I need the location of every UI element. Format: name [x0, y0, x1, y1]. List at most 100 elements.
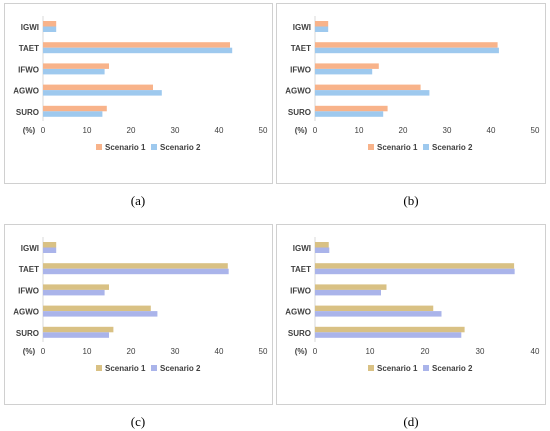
- legend-swatch-1: [368, 144, 374, 150]
- bar-igwi-series-2: [43, 247, 57, 253]
- legend-label-1: Scenario 1: [377, 143, 418, 152]
- bar-suro-series-2: [43, 111, 103, 117]
- x-tick-label-30: 30: [476, 347, 485, 356]
- chart-panel-b: IGWI TAET IFWO AGWO SURO (%) 0 10 20 30 40 50 Scenar…: [276, 3, 546, 184]
- x-tick-label-40: 40: [487, 126, 496, 135]
- x-tick-label-40: 40: [215, 347, 224, 356]
- legend-label-2: Scenario 2: [432, 364, 473, 373]
- category-label-igwi: IGWI: [293, 244, 311, 253]
- bar-taet-series-1: [315, 263, 515, 269]
- chart-d: IGWI TAET IFWO AGWO SURO (%) 0 10 20 30 40 Scenario…: [285, 237, 540, 373]
- bar-suro-series-2: [315, 332, 462, 338]
- bar-agwo-series-1: [43, 305, 151, 312]
- bar-igwi-series-1: [315, 21, 329, 27]
- chart-panel-c: IGWI TAET IFWO AGWO SURO (%) 0 10 20 30 40 50 Scenar…: [4, 224, 273, 405]
- x-tick-label-10: 10: [83, 347, 92, 356]
- bar-ifwo-series-2: [43, 289, 105, 296]
- x-tick-label-50: 50: [259, 126, 268, 135]
- bar-ifwo-series-1: [43, 63, 109, 69]
- legend-swatch-2: [423, 144, 429, 150]
- unit-label: (%): [23, 126, 36, 135]
- chart-c: IGWI TAET IFWO AGWO SURO (%) 0 10 20 30 40 50 Scenar…: [13, 237, 268, 373]
- bar-taet-series-2: [43, 47, 233, 54]
- legend-label-1: Scenario 1: [105, 364, 146, 373]
- bar-suro-series-1: [43, 105, 107, 112]
- bar-igwi-series-1: [315, 242, 329, 248]
- category-label-ifwo: IFWO: [290, 65, 311, 74]
- bar-ifwo-series-1: [315, 284, 387, 290]
- bar-suro-series-2: [315, 111, 384, 117]
- x-tick-label-10: 10: [355, 126, 364, 135]
- bar-suro-series-1: [315, 105, 388, 112]
- caption-a: (a): [130, 193, 146, 208]
- bar-taet-series-2: [315, 47, 499, 54]
- x-tick-label-30: 30: [443, 126, 452, 135]
- legend-swatch-1: [368, 365, 374, 371]
- caption-b: (b): [403, 193, 419, 208]
- bar-taet-series-1: [315, 42, 498, 48]
- category-label-taet: TAET: [291, 44, 311, 53]
- bar-ifwo-series-2: [315, 68, 373, 75]
- category-label-agwo: AGWO: [285, 87, 311, 96]
- bar-suro-series-1: [43, 326, 114, 333]
- x-tick-label-20: 20: [399, 126, 408, 135]
- category-label-suro: SURO: [288, 329, 311, 338]
- x-tick-label-0: 0: [41, 347, 46, 356]
- bar-igwi-series-1: [43, 21, 57, 27]
- x-tick-label-20: 20: [127, 126, 136, 135]
- category-label-ifwo: IFWO: [18, 65, 39, 74]
- bar-ifwo-series-1: [43, 284, 109, 290]
- legend-swatch-2: [151, 144, 157, 150]
- legend-swatch-2: [151, 365, 157, 371]
- x-tick-label-0: 0: [313, 126, 318, 135]
- bar-agwo-series-1: [315, 305, 434, 312]
- unit-label: (%): [295, 347, 308, 356]
- bar-taet-series-1: [43, 42, 230, 48]
- legend-label-2: Scenario 2: [432, 143, 473, 152]
- bar-agwo-series-2: [43, 311, 158, 317]
- category-label-ifwo: IFWO: [290, 286, 311, 295]
- caption-d: (d): [403, 414, 419, 429]
- category-label-taet: TAET: [291, 265, 311, 274]
- category-label-agwo: AGWO: [285, 308, 311, 317]
- category-label-igwi: IGWI: [21, 23, 39, 32]
- bar-igwi-series-2: [315, 247, 330, 253]
- bar-taet-series-2: [315, 268, 515, 275]
- bar-ifwo-series-2: [43, 68, 105, 75]
- x-tick-label-50: 50: [259, 347, 268, 356]
- category-label-ifwo: IFWO: [18, 286, 39, 295]
- x-tick-label-40: 40: [531, 347, 540, 356]
- chart-panel-a: IGWI TAET IFWO AGWO SURO (%) 0 10 20 30 40 50 Scenar…: [4, 3, 273, 184]
- x-tick-label-40: 40: [215, 126, 224, 135]
- legend-label-1: Scenario 1: [377, 364, 418, 373]
- caption-c: (c): [130, 414, 146, 429]
- bar-agwo-series-2: [315, 90, 430, 96]
- category-label-agwo: AGWO: [13, 308, 39, 317]
- category-label-igwi: IGWI: [21, 244, 39, 253]
- x-tick-label-10: 10: [366, 347, 375, 356]
- x-tick-label-10: 10: [83, 126, 92, 135]
- bar-ifwo-series-2: [315, 289, 381, 296]
- bar-suro-series-2: [43, 332, 109, 338]
- x-tick-label-30: 30: [171, 126, 180, 135]
- category-label-agwo: AGWO: [13, 87, 39, 96]
- x-tick-label-50: 50: [531, 126, 540, 135]
- bar-suro-series-1: [315, 326, 465, 333]
- bar-igwi-series-1: [43, 242, 57, 248]
- bar-agwo-series-1: [315, 84, 421, 91]
- category-label-suro: SURO: [16, 329, 39, 338]
- bar-agwo-series-2: [43, 90, 162, 96]
- legend-swatch-1: [96, 365, 102, 371]
- legend-label-2: Scenario 2: [160, 364, 201, 373]
- chart-a: IGWI TAET IFWO AGWO SURO (%) 0 10 20 30 40 50 Scenar…: [13, 16, 268, 152]
- x-tick-label-20: 20: [421, 347, 430, 356]
- legend-label-2: Scenario 2: [160, 143, 201, 152]
- x-tick-label-20: 20: [127, 347, 136, 356]
- bar-agwo-series-1: [43, 84, 153, 91]
- category-label-igwi: IGWI: [293, 23, 311, 32]
- bar-taet-series-1: [43, 263, 228, 269]
- bar-agwo-series-2: [315, 311, 442, 317]
- bar-igwi-series-2: [43, 26, 57, 32]
- legend-swatch-1: [96, 144, 102, 150]
- legend-swatch-2: [423, 365, 429, 371]
